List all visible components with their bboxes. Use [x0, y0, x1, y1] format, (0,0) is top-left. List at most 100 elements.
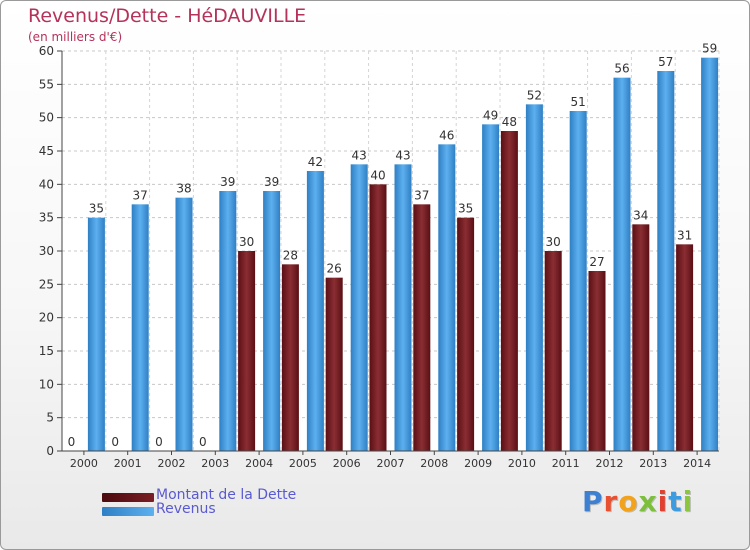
- data-label-revenue: 57: [658, 55, 673, 69]
- y-tick-label: 35: [39, 211, 54, 225]
- data-label-debt: 0: [111, 435, 119, 449]
- x-tick-label: 2005: [289, 457, 317, 470]
- x-tick-label: 2002: [158, 457, 186, 470]
- bar-debt: [281, 264, 299, 451]
- bar-revenue: [657, 71, 675, 451]
- x-tick-label: 2011: [552, 457, 580, 470]
- data-label-debt: 37: [414, 188, 429, 202]
- bar-revenue: [131, 204, 149, 451]
- x-tick-label: 2001: [114, 457, 142, 470]
- data-label-revenue: 42: [308, 155, 323, 169]
- chart-subtitle: (en milliers d'€): [28, 30, 123, 44]
- data-label-debt: 34: [633, 208, 648, 222]
- logo-letter: r: [603, 485, 619, 518]
- data-label-debt: 27: [589, 255, 604, 269]
- bar-revenue: [394, 164, 412, 452]
- logo-letter: t: [668, 485, 683, 518]
- x-tick-label: 2008: [420, 457, 448, 470]
- proxiti-logo: Proxiti: [582, 485, 693, 518]
- legend-swatch-revenue: [102, 507, 154, 516]
- x-tick-label: 2006: [333, 457, 361, 470]
- data-label-debt: 30: [239, 235, 254, 249]
- bar-debt: [632, 224, 650, 451]
- logo-letter: i: [682, 485, 694, 518]
- data-label-revenue: 39: [264, 175, 279, 189]
- y-tick-label: 25: [39, 277, 54, 291]
- y-tick-label: 15: [39, 344, 54, 358]
- x-tick-label: 2013: [639, 457, 667, 470]
- bar-revenue: [175, 197, 193, 451]
- data-label-revenue: 52: [527, 88, 542, 102]
- data-label-revenue: 43: [352, 148, 367, 162]
- x-tick-label: 2004: [245, 457, 273, 470]
- y-tick-label: 5: [46, 411, 54, 425]
- y-tick-label: 40: [39, 177, 54, 191]
- data-label-revenue: 38: [176, 182, 191, 196]
- data-label-debt: 0: [68, 435, 76, 449]
- data-label-revenue: 35: [89, 202, 104, 216]
- data-label-debt: 26: [327, 262, 342, 276]
- data-label-debt: 48: [502, 115, 517, 129]
- x-tick-label: 2009: [464, 457, 492, 470]
- bar-debt: [588, 271, 606, 451]
- y-tick-label: 60: [39, 44, 54, 58]
- bar-revenue: [350, 164, 368, 452]
- bar-revenue: [701, 57, 719, 452]
- bar-debt: [325, 277, 343, 451]
- logo-letter: x: [638, 485, 658, 518]
- y-tick-label: 30: [39, 244, 54, 258]
- data-label-debt: 28: [283, 248, 298, 262]
- data-label-debt: 35: [458, 202, 473, 216]
- x-tick-label: 2003: [201, 457, 229, 470]
- logo-letter: P: [582, 485, 604, 518]
- data-label-revenue: 37: [133, 188, 148, 202]
- logo-letter: i: [657, 485, 669, 518]
- x-tick-label: 2012: [596, 457, 624, 470]
- data-label-revenue: 39: [220, 175, 235, 189]
- data-label-revenue: 56: [614, 62, 629, 76]
- bar-debt: [676, 244, 694, 451]
- x-tick-label: 2014: [683, 457, 711, 470]
- x-tick-label: 2007: [377, 457, 405, 470]
- bar-revenue: [263, 191, 281, 451]
- bar-revenue: [613, 77, 631, 452]
- y-tick-label: 45: [39, 144, 54, 158]
- data-label-revenue: 43: [395, 148, 410, 162]
- y-tick-label: 50: [39, 111, 54, 125]
- bar-revenue: [306, 171, 324, 451]
- legend-label-debt: Montant de la Dette: [156, 487, 297, 503]
- bar-debt: [369, 184, 387, 452]
- bar-revenue: [219, 191, 237, 451]
- bar-revenue: [482, 124, 500, 451]
- y-tick-label: 55: [39, 77, 54, 91]
- data-label-debt: 0: [155, 435, 163, 449]
- y-tick-label: 20: [39, 311, 54, 325]
- y-tick-label: 10: [39, 377, 54, 391]
- legend-swatch-debt: [102, 493, 154, 502]
- bar-revenue: [87, 217, 105, 451]
- bar-debt: [500, 131, 518, 451]
- data-label-revenue: 46: [439, 128, 454, 142]
- x-tick-label: 2000: [70, 457, 98, 470]
- data-label-revenue: 59: [702, 42, 717, 56]
- data-label-debt: 31: [677, 228, 692, 242]
- x-tick-label: 2010: [508, 457, 536, 470]
- data-label-debt: 40: [370, 168, 385, 182]
- bar-debt: [544, 251, 562, 451]
- bar-debt: [238, 251, 256, 451]
- data-label-revenue: 51: [571, 95, 586, 109]
- bar-revenue: [438, 144, 456, 452]
- y-tick-label: 0: [46, 444, 54, 458]
- bar-revenue: [525, 104, 543, 451]
- data-label-debt: 30: [546, 235, 561, 249]
- bar-debt: [413, 204, 431, 451]
- bar-debt: [457, 217, 475, 451]
- chart-title: Revenus/Dette - HéDAUVILLE: [28, 5, 307, 27]
- logo-letter: o: [618, 485, 639, 518]
- legend-label-revenue: Revenus: [156, 501, 216, 517]
- data-label-revenue: 49: [483, 108, 498, 122]
- bar-revenue: [569, 111, 587, 451]
- data-label-debt: 0: [199, 435, 207, 449]
